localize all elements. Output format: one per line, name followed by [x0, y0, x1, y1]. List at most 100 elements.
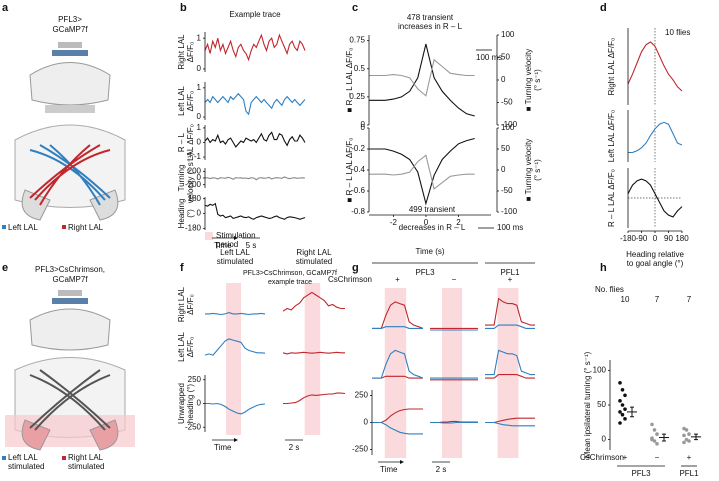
y-tick-label: -0.4 — [351, 165, 365, 174]
fly-head — [29, 62, 111, 106]
label: stimulated — [68, 462, 104, 471]
label: PFL3>CsChrimson, GCaMP7f — [243, 270, 337, 277]
error-bar — [662, 433, 666, 442]
y-tick-label: -0.2 — [351, 144, 365, 153]
label: + — [508, 275, 513, 284]
trace — [372, 349, 424, 379]
label: stimulated — [217, 257, 253, 266]
arrow-head — [234, 438, 238, 442]
label: Time — [214, 443, 232, 452]
point — [623, 407, 627, 411]
trace — [372, 326, 423, 329]
trace — [369, 137, 475, 206]
x-tick-label: 2 — [456, 218, 461, 227]
label: 7 — [655, 295, 660, 304]
trace — [627, 41, 683, 92]
y-tick-label: 0 — [361, 120, 366, 129]
y-tick-label: 0.5 — [354, 64, 366, 73]
y2-tick-label: 0 — [501, 75, 506, 84]
trace — [485, 297, 535, 326]
axis-label: R – L LAL ΔF/F₀ — [607, 169, 616, 227]
y-tick-label: 1 — [197, 123, 202, 132]
axis-label: Heading — [177, 199, 186, 229]
axis-label: (°) — [186, 209, 195, 218]
label: Right LAL — [296, 248, 332, 257]
panel-letter: c — [352, 2, 358, 14]
label: PFL3 — [631, 469, 651, 478]
label: Left LAL — [8, 223, 38, 232]
stage — [52, 50, 88, 56]
y-tick-label: -0.8 — [351, 207, 365, 216]
y-tick-label: 0 — [361, 123, 366, 132]
axis-label: Unwrapped — [177, 383, 186, 424]
y-tick-label: 0 — [364, 418, 369, 427]
trace — [204, 33, 306, 62]
label: 7 — [687, 295, 692, 304]
objective — [58, 42, 82, 48]
ball — [45, 105, 95, 113]
x-tick-label: 180 — [675, 234, 689, 243]
y-tick-label: 0.75 — [349, 36, 365, 45]
label: increases in R – L — [398, 22, 463, 31]
label: Right LAL — [68, 223, 104, 232]
y-tick-label: 0 — [602, 435, 607, 444]
label: No. flies — [595, 285, 624, 294]
trace — [282, 291, 345, 312]
label: Example trace — [229, 10, 281, 19]
axis-label: ■ R – L LAL ΔF/F₀ — [345, 138, 354, 203]
trace — [205, 402, 266, 415]
error-bar — [694, 433, 698, 441]
y-tick-label: -180 — [185, 223, 202, 232]
label: stimulated — [8, 462, 44, 471]
y2-tick-label: -100 — [501, 207, 518, 216]
label: Left LAL — [8, 453, 38, 462]
lal — [21, 189, 119, 221]
y-tick-label: 1 — [197, 83, 202, 92]
y-tick-label: 250 — [355, 391, 369, 400]
trace — [485, 421, 535, 427]
trace — [628, 121, 683, 154]
axis-label: ΔF/F₀ — [186, 91, 195, 112]
y2-tick-label: 100 — [501, 123, 515, 132]
point — [618, 399, 622, 403]
y-tick-label: -200 — [185, 180, 202, 189]
axis-label: (° s⁻¹) — [533, 159, 542, 181]
label: + — [623, 453, 628, 462]
axis-label: LAL ΔF/F₀ — [186, 124, 195, 161]
objective — [58, 290, 82, 296]
diagram-e — [2, 290, 135, 460]
point — [655, 441, 659, 446]
point — [623, 417, 627, 421]
trace — [204, 338, 266, 356]
label: 2 s — [289, 443, 300, 452]
axis-label: Left LAL — [177, 332, 186, 362]
point — [687, 432, 691, 436]
trace — [204, 131, 306, 148]
label: CsChrimson — [580, 453, 624, 462]
x-tick-label: 90 — [664, 234, 673, 243]
panel-letter: d — [600, 2, 607, 14]
stim-period — [442, 288, 463, 458]
axis-label: ΔF/F₀ — [186, 42, 195, 63]
axis-label: Left LAL ΔF/F₀ — [607, 110, 616, 162]
label: PFL3 — [415, 268, 435, 277]
fibers-right — [29, 144, 111, 206]
trace — [485, 349, 535, 376]
label: 10 — [621, 295, 630, 304]
axis-label: Turning — [177, 165, 186, 192]
x-tick-label: -2 — [390, 218, 398, 227]
axis-label: (° s⁻¹) — [533, 69, 542, 91]
axis-label: Right LAL ΔF/F₀ — [607, 38, 616, 96]
label: + — [395, 275, 400, 284]
label: Time (s) — [415, 247, 444, 256]
axis-label: ■ Turning velocity — [524, 139, 533, 202]
trace — [627, 178, 683, 218]
label: Right LAL — [68, 453, 104, 462]
axis-label: velocity (° s⁻¹) — [186, 152, 195, 203]
label: − — [452, 275, 457, 284]
trace — [369, 58, 475, 97]
label: PFL1 — [500, 268, 520, 277]
x-tick-label: 0 — [653, 234, 658, 243]
axis-label: Right LAL — [177, 286, 186, 322]
label: Left LAL — [220, 248, 250, 257]
